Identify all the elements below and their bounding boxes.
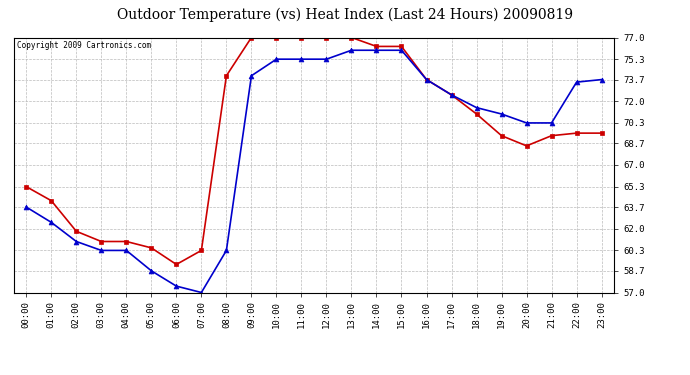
Text: Copyright 2009 Cartronics.com: Copyright 2009 Cartronics.com: [17, 41, 151, 50]
Text: Outdoor Temperature (vs) Heat Index (Last 24 Hours) 20090819: Outdoor Temperature (vs) Heat Index (Las…: [117, 8, 573, 22]
